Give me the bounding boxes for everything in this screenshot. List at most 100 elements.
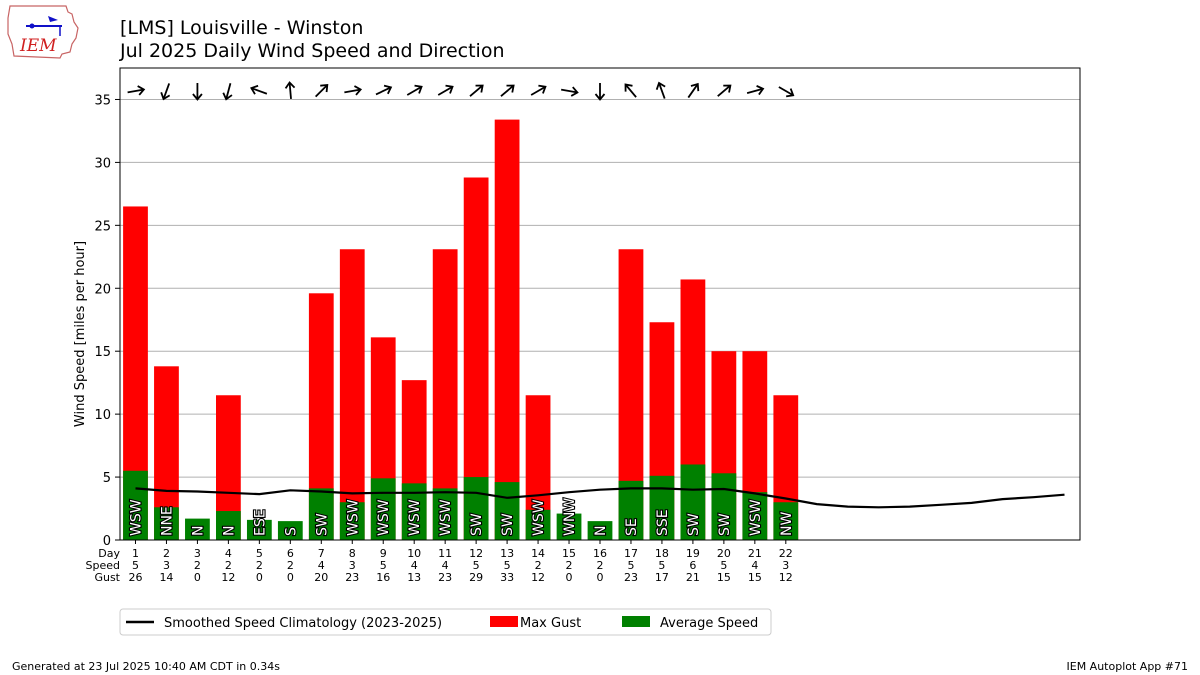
speed-value: 2 — [194, 559, 201, 572]
y-axis: 0 5 10 15 20 25 30 35 — [94, 93, 120, 549]
arrow-head — [160, 91, 171, 101]
legend-patch-swatch — [490, 616, 518, 627]
arrow-head — [594, 93, 606, 101]
gust-value: 16 — [376, 571, 390, 584]
arrow-head — [690, 82, 700, 92]
arrow-shaft — [625, 84, 637, 98]
arrow-shaft — [225, 83, 232, 99]
y-tick-label: 15 — [94, 345, 111, 360]
gridlines — [120, 98, 1080, 478]
average-bar — [308, 488, 334, 540]
arrow-shaft — [717, 85, 731, 97]
average-bar — [216, 511, 241, 540]
direction-arrow — [160, 83, 171, 101]
legend-label: Smoothed Speed Climatology (2023-2025) — [164, 616, 442, 631]
direction-label: ESE — [252, 509, 268, 536]
direction-label: SE — [624, 518, 640, 536]
gust-value: 15 — [717, 571, 731, 584]
direction-label: S — [283, 527, 299, 536]
direction-arrow — [222, 83, 233, 101]
day-label: 4 — [225, 547, 232, 560]
direction-label: SW — [314, 513, 330, 536]
direction-arrow — [344, 85, 363, 96]
average-bar — [649, 475, 675, 540]
gust-value: 12 — [779, 571, 793, 584]
y-tick-label: 20 — [94, 282, 111, 297]
climatology-line — [135, 487, 1065, 509]
day-label: 9 — [380, 547, 387, 560]
arrow-shaft — [560, 88, 578, 94]
direction-arrow — [314, 83, 329, 98]
speed-value: 2 — [256, 559, 263, 572]
direction-label: WSW — [345, 499, 361, 536]
arrow-head — [506, 84, 515, 93]
gust-value: 26 — [128, 571, 142, 584]
gust-value: 23 — [438, 571, 452, 584]
arrow-head — [192, 93, 203, 101]
gust-value: 15 — [748, 571, 762, 584]
arrow-shaft — [437, 86, 453, 96]
direction-arrow — [284, 81, 296, 100]
speed-value: 5 — [473, 559, 480, 572]
arrow-shaft — [162, 83, 171, 99]
average-bar — [246, 519, 272, 540]
speed-value: 5 — [380, 559, 387, 572]
day-label: 22 — [779, 547, 793, 560]
day-label: 20 — [717, 547, 731, 560]
arrow-shaft — [746, 88, 763, 94]
arrow-head — [655, 81, 666, 91]
direction-arrows — [127, 81, 795, 101]
row-label: Day — [98, 547, 120, 560]
average-bar — [463, 477, 489, 540]
arrow-shaft — [530, 86, 546, 96]
direction-arrow — [469, 84, 484, 97]
arrow-shaft — [687, 83, 699, 99]
speed-value: 3 — [782, 559, 789, 572]
direction-label: N — [190, 526, 206, 536]
gust-value: 33 — [500, 571, 514, 584]
direction-label: WSW — [128, 499, 144, 536]
direction-label: SW — [686, 513, 702, 536]
y-tick-label: 0 — [103, 534, 111, 549]
average-bar — [680, 464, 706, 540]
day-label: 5 — [256, 547, 263, 560]
y-tick-label: 35 — [94, 93, 111, 108]
gust-value: 20 — [314, 571, 328, 584]
legend-patch-swatch — [622, 616, 650, 627]
direction-label: N — [593, 526, 609, 536]
gust-value: 21 — [686, 571, 700, 584]
generated-footer: Generated at 23 Jul 2025 10:40 AM CDT in… — [12, 660, 280, 673]
average-bar — [370, 478, 396, 540]
arrow-shaft — [344, 88, 361, 94]
arrow-shaft — [406, 86, 422, 96]
y-tick-label: 30 — [94, 156, 111, 171]
arrow-head — [137, 85, 146, 96]
arrow-head — [624, 83, 633, 92]
gust-value: 0 — [287, 571, 294, 584]
y-tick-label: 10 — [94, 408, 111, 423]
average-bar — [277, 521, 303, 540]
day-label: 18 — [655, 547, 669, 560]
average-bar — [525, 509, 551, 540]
direction-arrow — [594, 83, 606, 101]
direction-label: WSW — [438, 499, 454, 536]
average-bar — [432, 488, 458, 540]
arrow-shaft — [127, 88, 144, 94]
day-label: 16 — [593, 547, 607, 560]
arrow-head — [414, 84, 423, 94]
average-bar — [123, 470, 148, 540]
average-bar — [339, 502, 365, 540]
arrow-shaft — [778, 86, 794, 96]
row-label: Speed — [86, 559, 120, 572]
arrow-head — [786, 88, 795, 98]
direction-label: WSW — [376, 499, 392, 536]
direction-arrow — [560, 86, 579, 97]
day-speed-gust-table: DaySpeedGust1526231432042125206207420832… — [86, 540, 793, 584]
direction-arrow — [717, 84, 732, 97]
speed-value: 3 — [163, 559, 170, 572]
gust-value: 12 — [221, 571, 235, 584]
direction-label: NW — [779, 512, 795, 536]
day-label: 7 — [318, 547, 325, 560]
speed-value: 5 — [627, 559, 634, 572]
speed-value: 4 — [318, 559, 325, 572]
